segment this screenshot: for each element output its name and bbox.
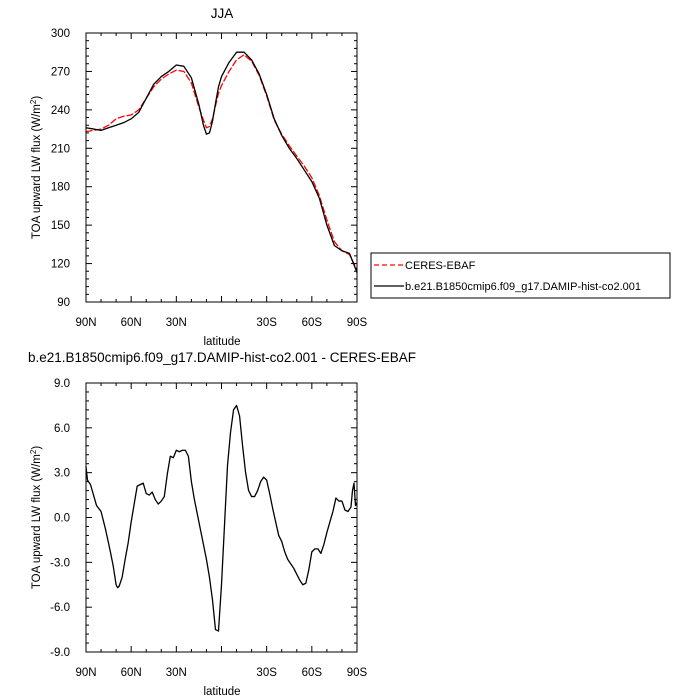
chart0-y-tick-label: 300 (51, 28, 70, 40)
chart0-x-tick-label: 90S (347, 317, 368, 329)
chart0-series-line-1 (85, 51, 358, 274)
chart1-y-tick-label: -3.0 (50, 557, 70, 569)
chart0-y-tick-label: 120 (51, 259, 70, 271)
chart0-y-tick-label: 180 (51, 182, 70, 194)
chart1-x-tick-label: 90N (75, 667, 96, 679)
chart0-series-line-0 (85, 54, 358, 271)
top-panel: JJA 90N 60N 30N 30S 60S 90S 90 120 150 180 210 240 2… (29, 6, 368, 348)
chart0-x-tick-label: 60S (302, 317, 323, 329)
chart1-x-tick-label: 30S (256, 667, 277, 679)
chart1-y-tick-label: -6.0 (50, 602, 70, 614)
top-chart-title: JJA (211, 6, 234, 21)
chart0-x-tick-label: 30S (256, 317, 277, 329)
chart0-x-tick-label: 60N (121, 317, 142, 329)
top-y-axis-title: TOA upward LW flux (W/m2) (29, 96, 43, 240)
bottom-ticks-layer: 90N 60N 30N 30S 60S 90S -9.0 -6.0 -3.0 0.0 3.0 6.0 9… (50, 378, 367, 679)
chart0-x-tick-label: 30N (166, 317, 187, 329)
chart1-x-tick-label: 60N (121, 667, 142, 679)
top-x-axis-title: latitude (203, 336, 240, 348)
bottom-y-axis-title: TOA upward LW flux (W/m2) (29, 446, 43, 590)
chart0-y-tick-label: 90 (57, 297, 70, 309)
chart1-y-tick-label: -9.0 (50, 647, 70, 659)
legend-label-ceres: CERES-EBAF (405, 260, 476, 272)
chart1-y-tick-label: 9.0 (54, 378, 70, 390)
bottom-x-axis-title: latitude (203, 686, 240, 698)
chart0-y-tick-label: 240 (51, 105, 70, 117)
chart0-y-tick-label: 270 (51, 66, 70, 78)
top-ticks-layer: 90N 60N 30N 30S 60S 90S 90 120 150 180 210 240 270 30… (51, 28, 368, 329)
bottom-series-layer (85, 404, 358, 632)
chart0-x-tick-label: 90N (75, 317, 96, 329)
chart1-series-line-0 (85, 404, 358, 632)
legend: CERES-EBAF b.e21.B1850cmip6.f09_g17.DAMI… (370, 252, 671, 299)
top-series-layer (85, 51, 358, 274)
chart1-x-tick-label: 30N (166, 667, 187, 679)
chart1-x-tick-label: 60S (302, 667, 323, 679)
bottom-panel: b.e21.B1850cmip6.f09_g17.DAMIP-hist-co2.… (28, 350, 416, 698)
legend-label-model: b.e21.B1850cmip6.f09_g17.DAMIP-hist-co2.… (405, 281, 641, 293)
chart1-y-tick-label: 3.0 (54, 468, 70, 480)
bottom-plot-frame (85, 382, 358, 653)
legend-box (370, 252, 671, 299)
top-plot-frame (85, 32, 358, 303)
chart0-y-tick-label: 210 (51, 143, 70, 155)
chart1-y-tick-label: 6.0 (54, 423, 70, 435)
bottom-chart-title: b.e21.B1850cmip6.f09_g17.DAMIP-hist-co2.… (28, 350, 416, 365)
chart1-y-tick-label: 0.0 (54, 513, 70, 525)
chart0-y-tick-label: 150 (51, 220, 70, 232)
chart1-x-tick-label: 90S (347, 667, 368, 679)
